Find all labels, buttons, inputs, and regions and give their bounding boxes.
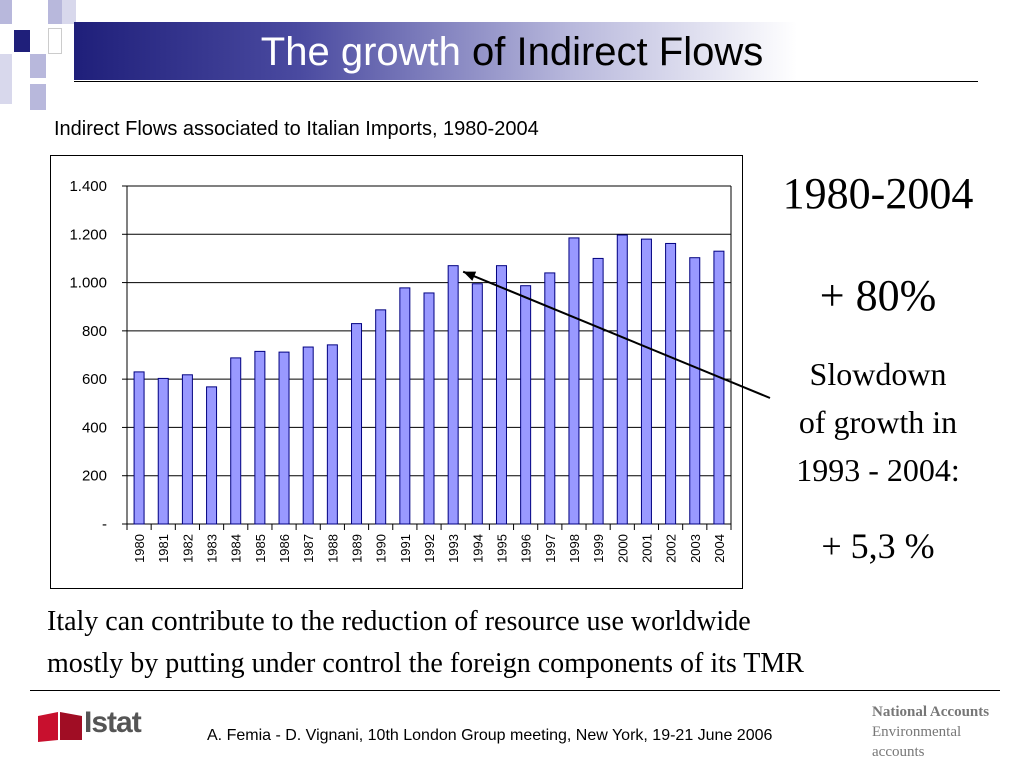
decor-square bbox=[0, 0, 12, 24]
decor-square bbox=[30, 54, 46, 78]
decor-square bbox=[14, 30, 30, 52]
istat-logo-icon bbox=[38, 712, 82, 742]
istat-logo-text: Istat bbox=[84, 706, 142, 739]
footer-rule bbox=[30, 690, 1000, 691]
section-label-line: accounts bbox=[872, 744, 925, 760]
chart-caption: Indirect Flows associated to Italian Imp… bbox=[54, 118, 539, 140]
title-part-light: The growth bbox=[260, 30, 461, 74]
decor-square bbox=[0, 54, 12, 104]
section-label: National Accounts Environmental accounts bbox=[872, 702, 1012, 762]
title-band bbox=[74, 22, 978, 80]
growth-recent: + 5,3 % bbox=[821, 526, 935, 566]
slowdown-line: Slowdown bbox=[809, 356, 947, 392]
decor-square bbox=[30, 84, 46, 110]
conclusion-line: mostly by putting under control the fore… bbox=[47, 648, 804, 679]
decor-square bbox=[62, 0, 76, 24]
slide-title: The growth of Indirect Flows bbox=[0, 28, 1024, 76]
growth-total: + 80% bbox=[819, 271, 937, 320]
citation: A. Femia - D. Vignani, 10th London Group… bbox=[207, 727, 773, 744]
slowdown-text: Slowdown of growth in 1993 - 2004: bbox=[750, 350, 1006, 494]
conclusion-text: Italy can contribute to the reduction of… bbox=[47, 601, 987, 685]
section-label-line: Environmental bbox=[872, 724, 962, 740]
slowdown-line: of growth in bbox=[798, 404, 958, 440]
section-label-title: National Accounts bbox=[872, 704, 990, 720]
title-part-dark: of Indirect Flows bbox=[460, 30, 764, 74]
chart-frame bbox=[50, 155, 743, 589]
period-label: 1980-2004 bbox=[782, 169, 974, 218]
title-rule bbox=[74, 81, 978, 82]
decor-square bbox=[48, 28, 62, 54]
slowdown-line: 1993 - 2004: bbox=[796, 452, 960, 488]
decor-square bbox=[48, 0, 62, 24]
conclusion-line: Italy can contribute to the reduction of… bbox=[47, 606, 751, 637]
